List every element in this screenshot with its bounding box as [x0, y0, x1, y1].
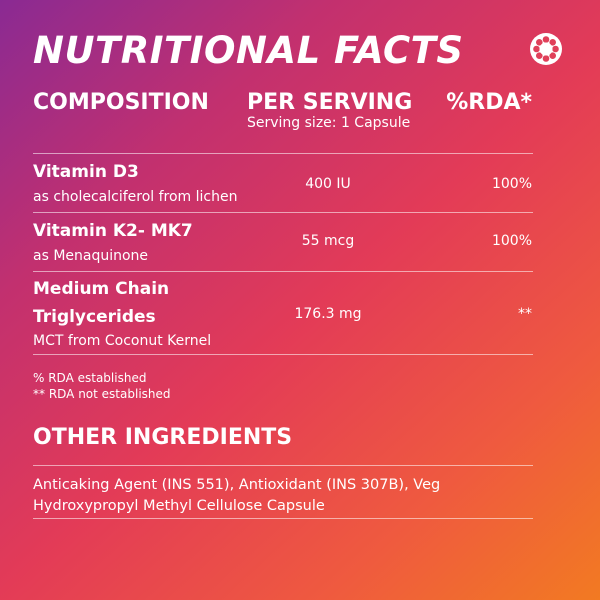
- serving-size-text: Serving size: 1 Capsule: [247, 115, 411, 131]
- nutrient-name: Vitamin K2- MK7: [33, 221, 193, 241]
- nutrient-amount: 55 mcg: [301, 233, 355, 249]
- nutrient-rda: **: [518, 306, 532, 322]
- other-ingredients-text: Anticaking Agent (INS 551), Antioxidant …: [33, 477, 441, 514]
- flower-badge-icon: [530, 33, 562, 65]
- nutrient-name-line2: Triglycerides: [33, 307, 156, 327]
- table-divider: [33, 354, 533, 355]
- table-divider: [33, 153, 533, 154]
- nutrient-name: Medium Chain: [33, 279, 170, 299]
- nutrient-rda: 100%: [491, 233, 532, 249]
- nutrient-amount: 176.3 mg: [294, 306, 362, 322]
- nutrient-amount: 400 IU: [305, 176, 351, 192]
- column-header-rda: %RDA*: [446, 90, 532, 115]
- nutrient-source: MCT from Coconut Kernel: [33, 333, 212, 349]
- nutrient-name: Vitamin D3: [33, 162, 139, 182]
- page-title: NUTRITIONAL FACTS: [33, 29, 464, 72]
- nutrient-source: as Menaquinone: [33, 248, 149, 264]
- table-divider: [33, 271, 533, 272]
- table-divider: [33, 212, 533, 213]
- nutrient-rda: 100%: [491, 176, 532, 192]
- column-header-composition: COMPOSITION: [33, 90, 209, 115]
- section-divider: [33, 465, 533, 466]
- rda-not-established-note: ** RDA not established: [33, 387, 171, 401]
- other-ingredients-heading: OTHER INGREDIENTS: [33, 425, 293, 450]
- rda-established-note: % RDA established: [33, 371, 147, 385]
- column-header-per-serving: PER SERVING: [247, 90, 413, 115]
- nutrient-source: as cholecalciferol from lichen: [33, 189, 238, 205]
- section-divider: [33, 518, 533, 519]
